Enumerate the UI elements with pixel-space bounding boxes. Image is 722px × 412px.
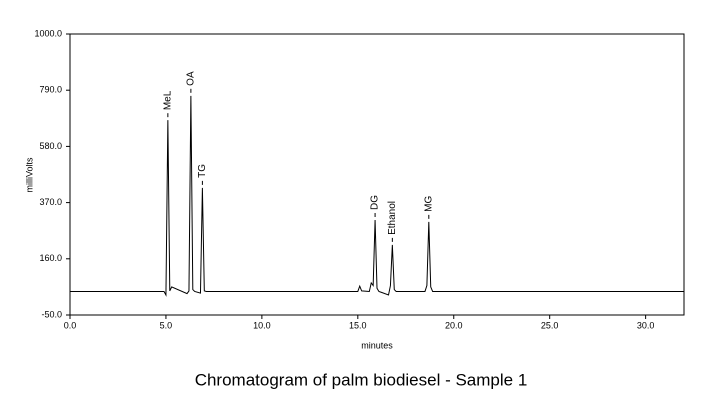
y-axis-label: milliVolts (24, 157, 34, 193)
trace-line (70, 95, 684, 297)
chart-title: Chromatogram of palm biodiesel - Sample … (195, 370, 528, 389)
x-tick-label: 25.0 (541, 320, 559, 330)
peak-label: OA (186, 71, 197, 86)
x-tick-label: 0.0 (64, 320, 77, 330)
x-tick-label: 5.0 (160, 320, 173, 330)
y-tick-label: 370.0 (39, 197, 62, 207)
x-tick-label: 30.0 (637, 320, 655, 330)
y-tick-label: 1000.0 (34, 28, 62, 38)
x-axis-label: minutes (361, 340, 393, 350)
y-tick-label: 790.0 (39, 85, 62, 95)
y-tick-label: 580.0 (39, 141, 62, 151)
x-tick-label: 15.0 (349, 320, 367, 330)
x-tick-label: 20.0 (445, 320, 463, 330)
y-tick-label: -50.0 (41, 309, 62, 319)
y-tick-label: 160.0 (39, 253, 62, 263)
peak-label: TG (197, 164, 208, 178)
plot-frame (69, 33, 685, 316)
peak-label: MeL (162, 90, 173, 110)
peak-label: DG (370, 195, 381, 210)
x-tick-label: 10.0 (253, 320, 271, 330)
peak-label: MG (423, 196, 434, 212)
peak-label: Ethanol (387, 201, 398, 235)
